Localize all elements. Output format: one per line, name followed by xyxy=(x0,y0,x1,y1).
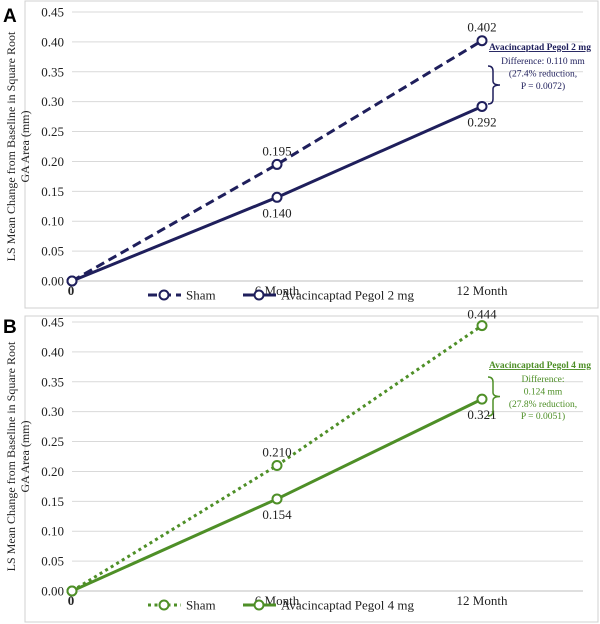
y-tick-label: 0.15 xyxy=(41,494,64,509)
y-tick-label: 0.40 xyxy=(41,34,64,49)
data-label: 0.321 xyxy=(467,407,496,422)
bracket xyxy=(487,376,501,417)
y-tick-label: 0.00 xyxy=(41,584,64,599)
y-tick-label: 0.45 xyxy=(41,5,64,20)
panel-a: A 0.00 0.05 0.10 0.15 0.20 0.25 0.30 0.35 0.40 0.4… xyxy=(3,0,599,309)
panel-label: B xyxy=(3,317,17,338)
data-label: 0.402 xyxy=(467,20,496,35)
annotation-line: Difference: 0.110 mm xyxy=(501,56,585,67)
legend-marker xyxy=(158,599,170,611)
series-line-0 xyxy=(71,324,483,593)
data-label: 0.292 xyxy=(467,114,496,129)
legend-label: Sham xyxy=(186,598,216,613)
annotation-line: P = 0.0072) xyxy=(521,81,565,92)
legend-marker xyxy=(253,599,265,611)
y-tick-label: 0.00 xyxy=(41,274,64,289)
bracket xyxy=(487,65,501,105)
y-axis-label: LS Mean Change from Baseline in Square R… xyxy=(4,341,32,571)
data-point xyxy=(271,191,283,203)
panel-border xyxy=(24,0,599,309)
y-tick-label: 0.25 xyxy=(41,124,64,139)
data-label: 0.140 xyxy=(262,205,291,220)
annotation-line: Difference: xyxy=(521,374,564,385)
annotation-line: 0.124 mm xyxy=(524,387,563,397)
annotation-line: P = 0.0051) xyxy=(521,411,565,422)
data-point xyxy=(66,585,78,597)
y-tick-label: 0.35 xyxy=(41,374,64,389)
y-tick-label: 0.20 xyxy=(41,464,64,479)
legend-marker xyxy=(253,289,265,301)
legend-label: Avacincaptad Pegol 4 mg xyxy=(281,598,414,613)
y-axis-label-line: GA Area (mm) xyxy=(18,421,32,493)
data-label: 0.195 xyxy=(262,143,291,158)
y-axis-label-line: LS Mean Change from Baseline in Square R… xyxy=(4,31,18,261)
y-tick-label: 0.25 xyxy=(41,434,64,449)
annotation-title: Avacincaptad Pegol 4 mg xyxy=(489,361,591,371)
y-tick-label: 0.45 xyxy=(41,315,64,330)
y-tick-label: 0.35 xyxy=(41,64,64,79)
data-label: 0.154 xyxy=(262,507,292,522)
y-tick-label: 0.05 xyxy=(41,244,64,259)
x-tick-label: 12 Month xyxy=(457,593,508,608)
data-label: 0.444 xyxy=(467,307,497,322)
annotation-line: (27.4% reduction, xyxy=(509,69,577,80)
data-point xyxy=(66,275,78,287)
y-tick-label: 0.15 xyxy=(41,184,64,199)
y-tick-label: 0.30 xyxy=(41,94,64,109)
data-point xyxy=(271,158,283,170)
data-point xyxy=(476,320,488,332)
y-tick-label: 0.30 xyxy=(41,404,64,419)
y-axis-label: LS Mean Change from Baseline in Square R… xyxy=(4,31,32,261)
panel-b: B 0.00 0.05 0.10 0.15 0.20 0.25 0.30 0.35 0.40 0.4… xyxy=(3,307,599,623)
y-tick-label: 0.40 xyxy=(41,344,64,359)
y-tick-label: 0.10 xyxy=(41,214,64,229)
data-point xyxy=(271,459,283,471)
series-line-0 xyxy=(71,39,483,283)
legend-label: Sham xyxy=(186,288,216,303)
data-label: 0.210 xyxy=(262,444,291,459)
y-tick-label: 0.10 xyxy=(41,524,64,539)
panel-label: A xyxy=(3,6,17,27)
data-point xyxy=(271,493,283,505)
y-tick-label: 0.20 xyxy=(41,154,64,169)
x-tick-label: 0 xyxy=(68,593,75,608)
data-point xyxy=(476,100,488,112)
annotation-title: Avacincaptad Pegol 2 mg xyxy=(489,43,591,53)
legend-label: Avacincaptad Pegol 2 mg xyxy=(281,288,414,303)
panel-border xyxy=(24,315,599,623)
annotation-line: (27.8% reduction, xyxy=(509,399,577,410)
x-tick-label: 0 xyxy=(68,283,75,298)
y-tick-label: 0.05 xyxy=(41,554,64,569)
data-point xyxy=(476,393,488,405)
y-axis-label-line: GA Area (mm) xyxy=(18,111,32,183)
data-point xyxy=(476,35,488,47)
y-axis-label-line: LS Mean Change from Baseline in Square R… xyxy=(4,341,18,571)
legend-marker xyxy=(158,289,170,301)
x-tick-label: 12 Month xyxy=(457,283,508,298)
